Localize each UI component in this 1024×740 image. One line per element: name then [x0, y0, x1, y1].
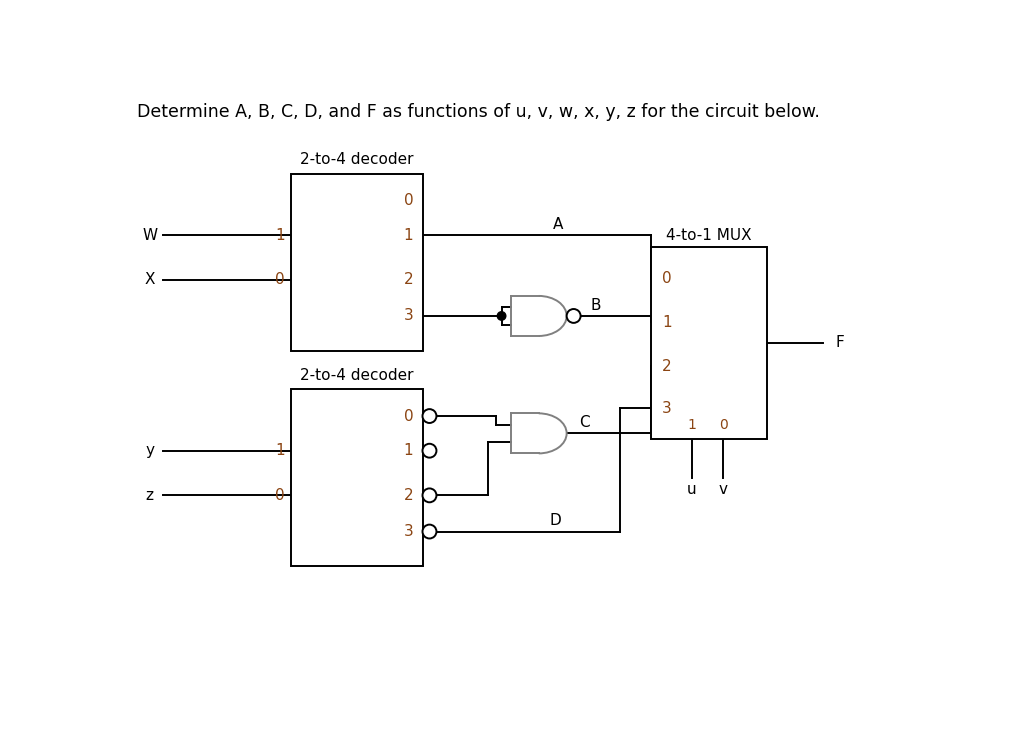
Bar	[651, 246, 767, 439]
Text: 4-to-1 MUX: 4-to-1 MUX	[667, 228, 752, 243]
Circle shape	[423, 525, 436, 539]
Text: y: y	[145, 443, 155, 458]
Text: 2: 2	[403, 488, 414, 503]
Text: B: B	[591, 297, 601, 313]
Text: 2-to-4 decoder: 2-to-4 decoder	[300, 152, 414, 167]
Text: 0: 0	[274, 272, 285, 287]
Text: 2: 2	[403, 272, 414, 287]
Text: 0: 0	[403, 408, 414, 423]
Bar	[291, 173, 423, 351]
Text: A: A	[553, 217, 563, 232]
Text: 0: 0	[719, 418, 728, 432]
Circle shape	[423, 488, 436, 502]
Text: 2: 2	[662, 358, 672, 374]
Text: X: X	[144, 272, 155, 287]
Text: Determine A, B, C, D, and F as functions of u, v, w, x, y, z for the circuit bel: Determine A, B, C, D, and F as functions…	[137, 103, 820, 121]
Text: 1: 1	[403, 228, 414, 243]
Text: D: D	[550, 514, 562, 528]
Text: 2-to-4 decoder: 2-to-4 decoder	[300, 368, 414, 383]
Text: z: z	[145, 488, 154, 503]
Text: u: u	[687, 482, 696, 497]
Text: 1: 1	[403, 443, 414, 458]
Text: F: F	[836, 335, 845, 351]
Text: 1: 1	[274, 443, 285, 458]
Text: 3: 3	[403, 309, 414, 323]
Text: 1: 1	[274, 228, 285, 243]
Circle shape	[423, 409, 436, 423]
Text: W: W	[142, 228, 158, 243]
Bar	[291, 389, 423, 566]
Circle shape	[498, 312, 506, 320]
Text: v: v	[719, 482, 728, 497]
Circle shape	[566, 309, 581, 323]
Text: 0: 0	[662, 272, 672, 286]
Text: 3: 3	[662, 401, 672, 416]
Text: 0: 0	[403, 193, 414, 208]
Text: 1: 1	[662, 314, 672, 329]
Text: 3: 3	[403, 524, 414, 539]
Text: 1: 1	[687, 418, 696, 432]
Text: 0: 0	[274, 488, 285, 503]
Circle shape	[423, 444, 436, 457]
Text: C: C	[579, 415, 590, 430]
